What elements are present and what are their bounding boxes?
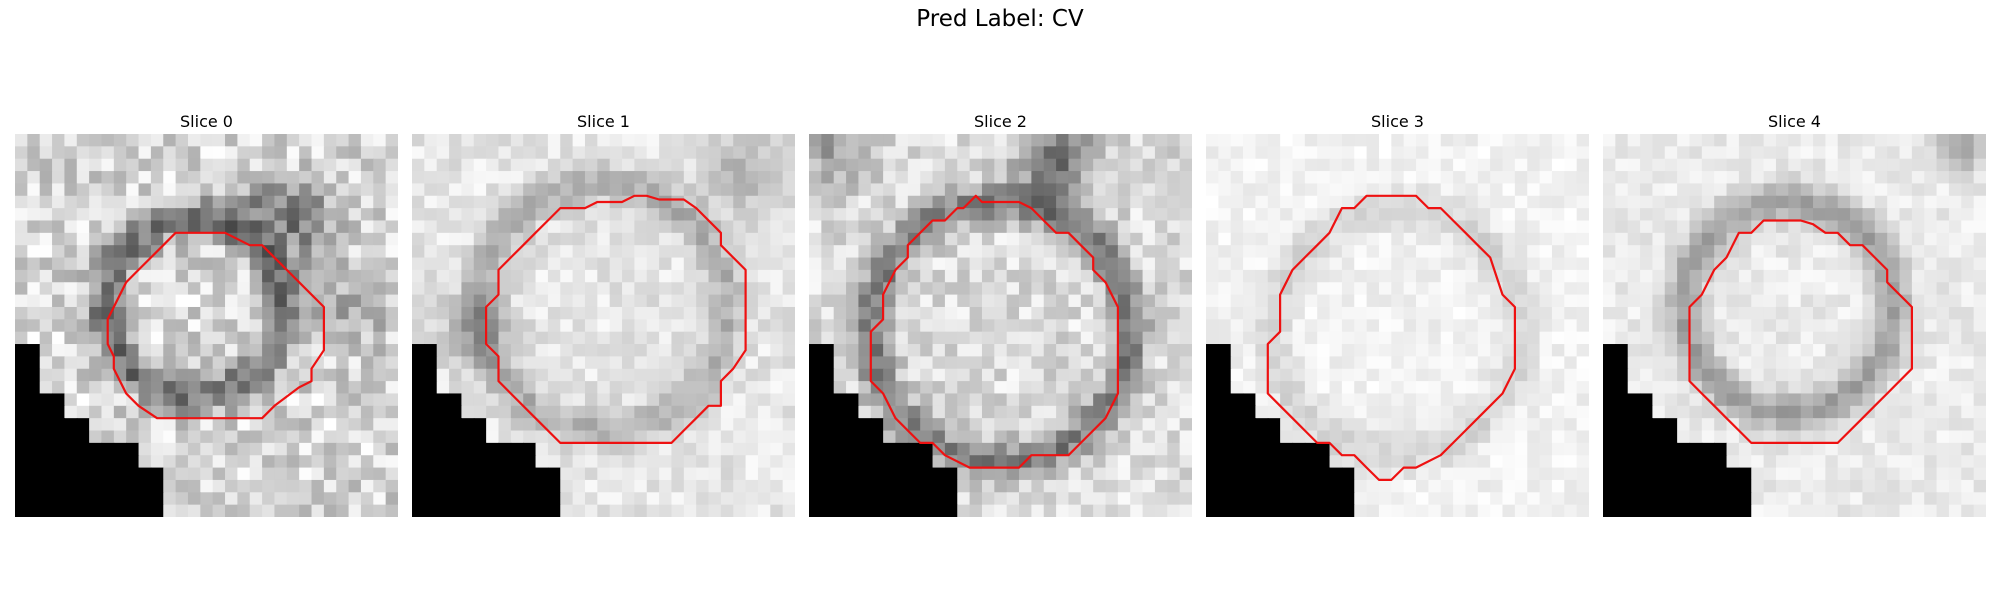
figure-title: Pred Label: CV <box>916 6 1084 32</box>
segmentation-contour <box>1688 219 1913 444</box>
panel-slice-4: Slice 4 <box>1603 110 1986 517</box>
panel-title: Slice 4 <box>1768 112 1821 131</box>
panel-slice-1: Slice 1 <box>412 110 795 517</box>
segmentation-contour <box>484 194 747 444</box>
slice-image <box>15 134 398 517</box>
slice-image <box>809 134 1192 517</box>
slice-image <box>1206 134 1589 517</box>
slice-image <box>1603 134 1986 517</box>
panel-slice-2: Slice 2 <box>809 110 1192 517</box>
panel-title: Slice 0 <box>180 112 233 131</box>
segmentation-contour <box>1266 194 1516 481</box>
slice-image <box>412 134 795 517</box>
panel-slice-3: Slice 3 <box>1206 110 1589 517</box>
panel-title: Slice 3 <box>1371 112 1424 131</box>
panel-slice-0: Slice 0 <box>15 110 398 517</box>
segmentation-contour <box>106 231 325 420</box>
panel-title: Slice 1 <box>577 112 630 131</box>
segmentation-contour <box>869 194 1119 469</box>
panel-title: Slice 2 <box>974 112 1027 131</box>
